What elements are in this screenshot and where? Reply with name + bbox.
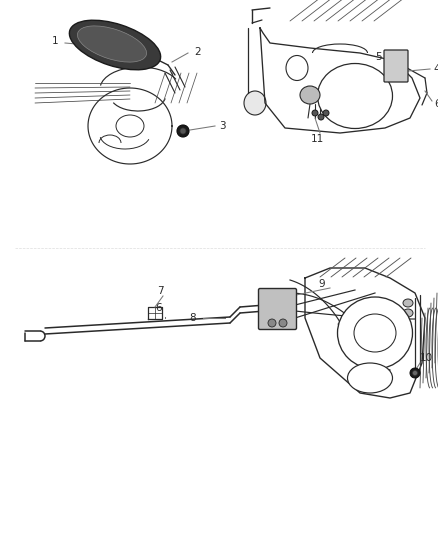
Circle shape (323, 110, 329, 116)
Circle shape (312, 110, 318, 116)
FancyBboxPatch shape (258, 288, 297, 329)
Text: 8: 8 (190, 313, 196, 323)
Ellipse shape (338, 297, 413, 369)
Circle shape (410, 368, 420, 378)
Ellipse shape (286, 55, 308, 80)
Text: 4: 4 (434, 64, 438, 74)
Text: 10: 10 (420, 353, 433, 363)
Text: 6: 6 (434, 99, 438, 109)
Text: 3: 3 (219, 121, 225, 131)
Ellipse shape (347, 363, 392, 393)
Text: 1: 1 (52, 36, 58, 46)
Circle shape (180, 128, 186, 134)
Circle shape (268, 319, 276, 327)
Text: 2: 2 (194, 47, 201, 57)
Ellipse shape (78, 26, 147, 62)
Ellipse shape (403, 309, 413, 317)
Circle shape (279, 319, 287, 327)
Circle shape (413, 370, 417, 376)
Ellipse shape (300, 86, 320, 104)
Ellipse shape (403, 299, 413, 307)
Circle shape (177, 125, 189, 137)
Ellipse shape (354, 314, 396, 352)
Text: 9: 9 (319, 279, 325, 289)
Text: 6: 6 (155, 303, 162, 313)
Text: 7: 7 (157, 286, 163, 296)
Ellipse shape (318, 63, 392, 128)
Ellipse shape (244, 91, 266, 115)
Circle shape (318, 114, 324, 120)
FancyBboxPatch shape (384, 50, 408, 82)
Ellipse shape (69, 20, 161, 70)
Text: 11: 11 (311, 134, 324, 144)
Text: 5: 5 (374, 52, 381, 62)
